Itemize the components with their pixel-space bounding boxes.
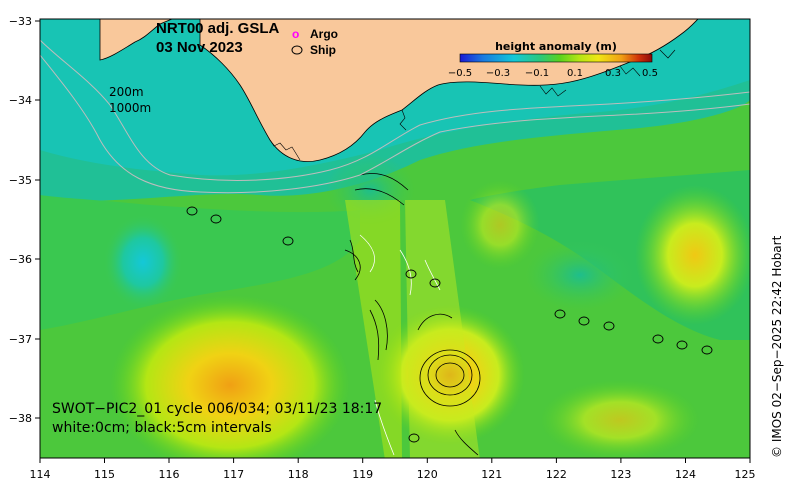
warm-eddy-southwest (110, 295, 350, 458)
x-tick-label: 124 (675, 468, 696, 481)
isobaths (40, 39, 750, 194)
colorbar-tick: −0.1 (525, 68, 549, 79)
y-tick-labels: −33 −34 −35 −36 −37 −38 (9, 15, 32, 425)
colorbar-tick: 0.1 (567, 68, 583, 79)
ship-marker (554, 309, 566, 319)
warm-eddy-central (375, 305, 525, 445)
ship-marker (210, 214, 222, 224)
isobath-label-1000m: 1000m (109, 101, 151, 115)
colorbar: height anomaly (m) −0.5 −0.3 −0.1 0.1 0.… (448, 40, 658, 79)
x-tick-label: 117 (223, 468, 244, 481)
warm-eddy-east (635, 185, 750, 325)
x-tick-label: 125 (735, 468, 756, 481)
land-coast-ragged (269, 49, 676, 161)
ship-legend-label: Ship (310, 43, 336, 57)
ship-legend-symbol (291, 45, 303, 55)
map-title: NRT00 adj. GSLA (156, 20, 280, 37)
y-tick-label: −36 (9, 253, 32, 266)
argo-legend-label: Argo (310, 27, 338, 41)
swot-note-line1: SWOT−PIC2_01 cycle 006/034; 03/11/23 18:… (52, 401, 382, 417)
colorbar-ramp (459, 53, 653, 63)
ship-marker (603, 321, 615, 331)
ship-marker (652, 334, 664, 344)
y-tick-label: −33 (9, 15, 32, 28)
ship-marker (676, 340, 688, 350)
x-tick-label: 123 (610, 468, 631, 481)
x-tick-label: 115 (94, 468, 115, 481)
cold-patch-mid (525, 240, 635, 310)
swot-note-line2: white:0cm; black:5cm intervals (52, 420, 272, 436)
x-tick-labels: 114 115 116 117 118 119 120 121 122 123 … (30, 468, 756, 481)
y-tick-label: −38 (9, 412, 32, 425)
x-tick-label: 119 (352, 468, 373, 481)
isobath-label-200m: 200m (109, 85, 144, 99)
warm-patch-northcentral (460, 180, 540, 270)
colorbar-tick: −0.3 (486, 68, 510, 79)
colorbar-title: height anomaly (m) (495, 40, 617, 53)
colorbar-tick: 0.3 (605, 68, 621, 79)
x-tick-label: 118 (288, 468, 309, 481)
credit-label: © IMOS 02−Sep−2025 22:42 Hobart (770, 235, 784, 458)
warm-patch-south (540, 380, 700, 458)
swot-swath-right (405, 200, 480, 458)
ship-marker (186, 206, 198, 216)
plot-frame (39, 18, 751, 459)
map-date: 03 Nov 2023 (156, 39, 243, 56)
ship-marker (408, 433, 420, 443)
ship-markers (186, 206, 713, 443)
ship-marker (282, 236, 294, 246)
axis-ticks (35, 20, 751, 463)
argo-legend-symbol: o (292, 27, 299, 41)
colorbar-tick: −0.5 (448, 68, 472, 79)
ship-marker (405, 269, 417, 279)
y-tick-label: −35 (9, 174, 32, 187)
ship-marker (578, 316, 590, 326)
ship-marker (701, 345, 713, 355)
x-tick-label: 121 (481, 468, 502, 481)
y-tick-label: −37 (9, 333, 32, 346)
y-tick-label: −34 (9, 94, 32, 107)
x-tick-label: 120 (417, 468, 438, 481)
ship-marker (429, 278, 441, 288)
x-tick-label: 122 (546, 468, 567, 481)
swot-contours (344, 173, 481, 456)
colorbar-tick: 0.5 (642, 68, 658, 79)
x-tick-label: 114 (30, 468, 51, 481)
marker-legend: o Argo Ship (291, 27, 338, 57)
cold-eddy-west (103, 214, 183, 310)
swot-swath-left (345, 200, 402, 458)
x-tick-label: 116 (159, 468, 180, 481)
